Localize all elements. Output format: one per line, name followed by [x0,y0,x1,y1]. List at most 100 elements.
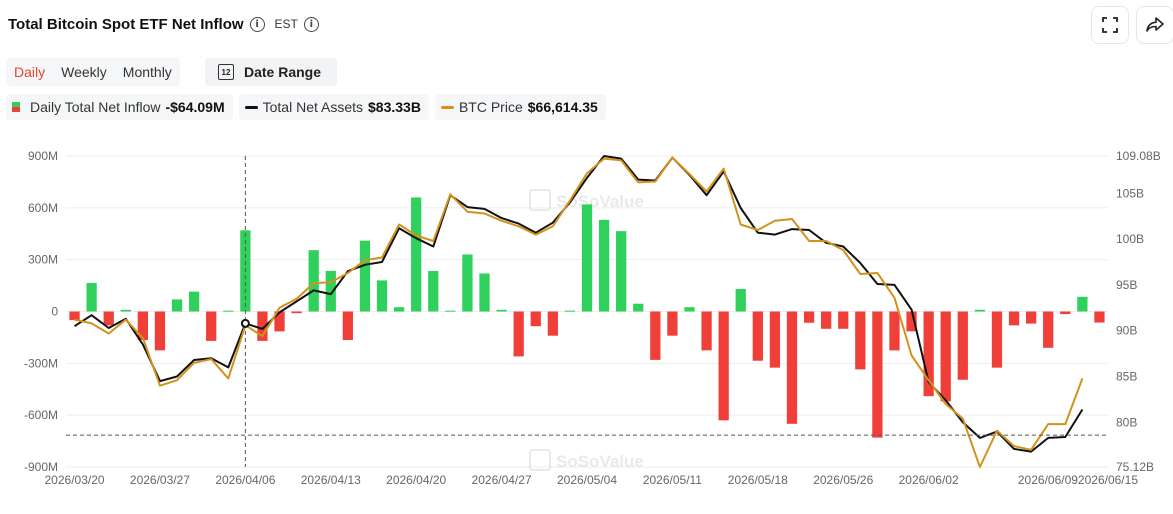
inflow-bar [1026,311,1037,324]
crosshair-point [240,318,250,328]
inflow-bar [735,289,746,312]
inflow-bar [342,311,353,341]
watermark-logo-icon [529,189,551,211]
inflow-bar [616,231,627,312]
y-right-tick-label: 109.08B [1116,149,1161,163]
inflow-bar [838,311,849,329]
x-tick-label: 2026/03/27 [130,473,190,487]
legend-label: BTC Price [458,99,523,115]
legend-item-net-inflow[interactable]: Daily Total Net Inflow -$64.09M [6,94,233,120]
inflow-bar [1060,311,1071,315]
inflow-bar [530,311,541,327]
chart-title: Total Bitcoin Spot ETF Net Inflow [8,15,244,33]
inflow-bar [445,310,456,312]
axis-labels: 900M 600M 300M 0 -300M -600M -900M 109.08B 105B 1… [24,149,1161,487]
inflow-bar [872,311,883,438]
inflow-bar [120,309,131,312]
inflow-bar [821,311,832,329]
share-button[interactable] [1136,6,1173,44]
inflow-bar [274,311,285,332]
inflow-bar [308,250,319,312]
inflow-bar [462,254,473,312]
grid-lines [66,155,1108,468]
inflow-bar [359,240,371,312]
inflow-bar [86,282,97,312]
x-tick-label: 2026/06/092026/06/15 [1018,473,1138,487]
share-icon [1146,17,1164,32]
inflow-bar [188,291,200,312]
y-left-tick-label: 600M [28,201,58,215]
legend-value: -$64.09M [165,99,225,115]
info-icon[interactable]: i [249,16,265,32]
x-tick-label: 2026/06/02 [899,473,959,487]
inflow-bar [752,311,763,361]
legend-item-btc-price[interactable]: BTC Price $66,614.35 [434,94,606,120]
inflow-bar [991,311,1003,368]
inflow-bar [1094,311,1105,323]
inflow-bar [769,311,781,368]
inflow-bar [1043,311,1054,348]
inflow-bar [137,311,148,341]
inflow-bar [684,307,695,312]
inflow-bar [496,309,507,312]
total-net-assets-line [73,155,1084,453]
inflow-bar [325,270,336,312]
inflow-bar [411,197,422,312]
line-swatch-icon [440,105,454,109]
inflow-bar [479,273,490,312]
inflow-bar [633,303,644,312]
series-lines [73,155,1084,468]
date-range-label: Date Range [244,64,322,80]
inflow-bar [1008,311,1020,326]
date-range-button[interactable]: 12 Date Range [205,58,337,86]
tab-daily[interactable]: Daily [14,64,46,80]
inflow-bar [1077,296,1088,312]
y-right-tick-label: 75.12B [1116,460,1154,474]
watermark: SoSoValue [529,189,644,211]
y-left-tick-label: -300M [24,356,58,370]
calendar-icon: 12 [218,64,234,80]
x-tick-label: 2026/05/04 [557,473,617,487]
watermark-text: SoSoValue [556,452,644,471]
inflow-bar [564,310,576,312]
inflow-bar [974,309,986,312]
y-right-tick-label: 80B [1116,415,1137,429]
x-tick-label: 2026/04/06 [215,473,275,487]
y-left-tick-label: 300M [28,253,58,267]
tab-weekly[interactable]: Weekly [61,64,107,80]
expand-icon [1102,17,1118,33]
inflow-bar [103,311,114,326]
inflow-bar [650,311,661,360]
watermarks: SoSoValue SoSoValue [529,189,644,471]
y-left-tick-label: 900M [28,149,58,163]
inflow-bar [957,311,968,380]
inflow-bar [803,311,815,323]
bar-swatch-icon [12,102,20,112]
inflow-bar [581,204,593,312]
line-swatch-icon [244,105,258,109]
inflow-bar [69,311,80,321]
legend-value: $66,614.35 [527,99,598,115]
inflow-bar [940,311,951,402]
period-tabs: Daily Weekly Monthly [6,58,180,86]
inflow-bar [257,311,268,341]
inflow-bar [376,280,388,312]
x-tick-label: 2026/04/20 [386,473,446,487]
x-tick-label: 2026/03/20 [45,473,105,487]
legend: Daily Total Net Inflow -$64.09M Total Ne… [6,94,612,120]
fullscreen-button[interactable] [1091,6,1129,44]
inflow-bar [291,311,302,314]
inflow-bar [667,311,678,336]
inflow-bar [923,311,934,397]
btc-price-line [74,156,1084,468]
legend-label: Daily Total Net Inflow [30,99,161,115]
watermark-text: SoSoValue [556,192,644,211]
tab-monthly[interactable]: Monthly [122,64,172,80]
x-tick-label: 2026/05/26 [813,473,873,487]
timezone-info-icon[interactable]: i [303,16,319,32]
inflow-bar [855,311,866,370]
inflow-bar [393,307,405,312]
x-tick-label: 2026/04/13 [301,473,361,487]
inflow-bar [701,311,712,351]
legend-item-net-assets[interactable]: Total Net Assets $83.33B [238,94,429,120]
